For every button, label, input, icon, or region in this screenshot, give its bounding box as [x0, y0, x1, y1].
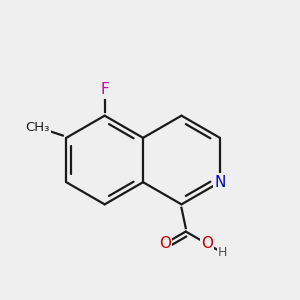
Text: CH₃: CH₃ — [26, 121, 50, 134]
Text: N: N — [214, 175, 226, 190]
Text: O: O — [201, 236, 213, 251]
Text: F: F — [100, 82, 109, 98]
Text: H: H — [218, 247, 228, 260]
Text: O: O — [159, 236, 171, 251]
